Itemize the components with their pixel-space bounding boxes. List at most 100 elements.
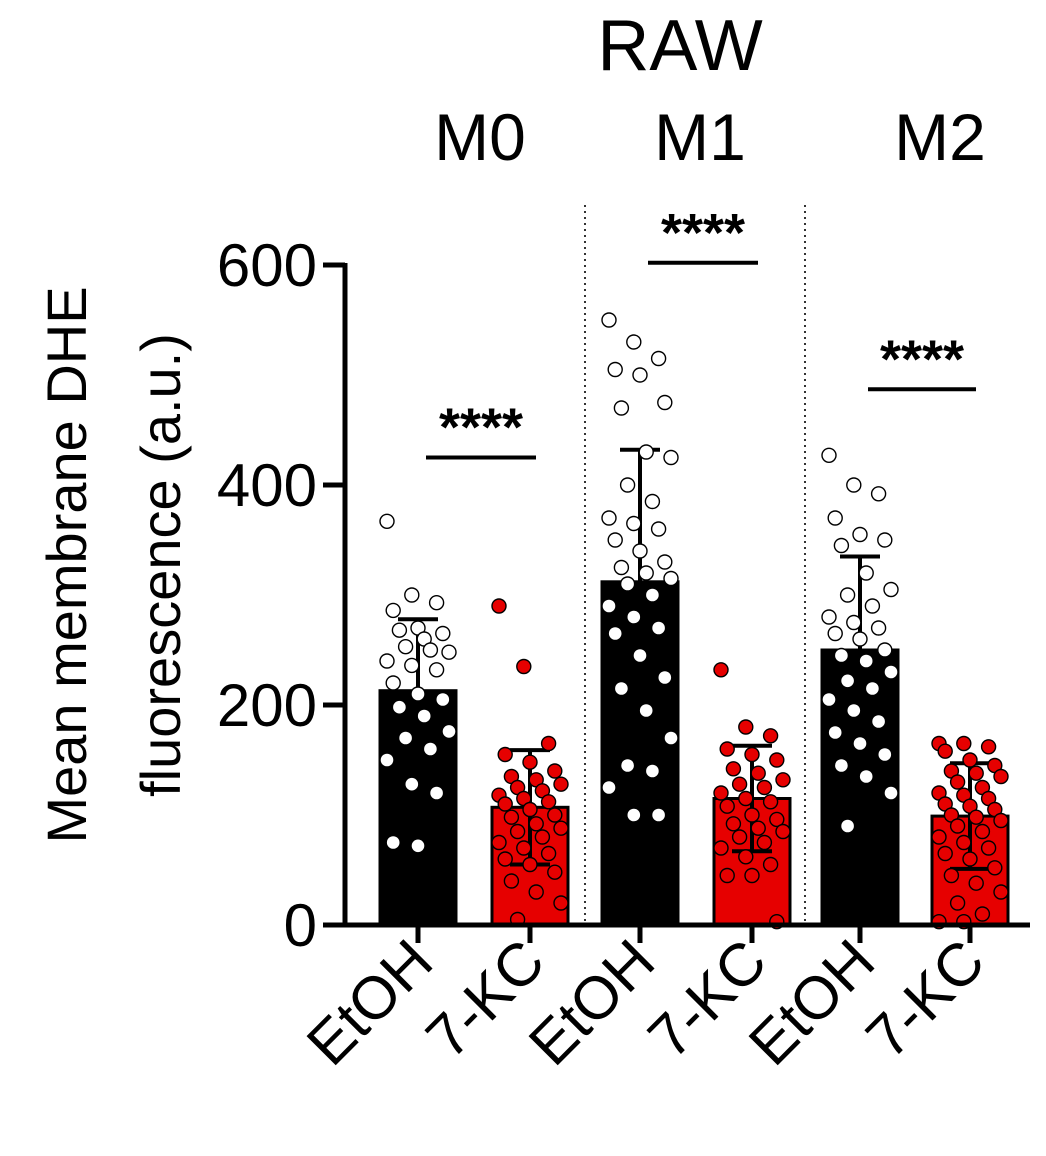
point-m2-etoh-3 bbox=[870, 486, 887, 502]
point-m2-7-kc-33 bbox=[974, 906, 991, 922]
point-m1-etoh-8 bbox=[638, 444, 654, 460]
point-m0-etoh-17 bbox=[435, 691, 451, 708]
point-m0-7-kc-2 bbox=[516, 658, 532, 675]
series-m0-etoh bbox=[378, 513, 458, 927]
point-m2-etoh-19 bbox=[858, 653, 874, 669]
point-m1-etoh-6 bbox=[657, 394, 673, 411]
point-m0-etoh-13 bbox=[404, 657, 420, 674]
point-m2-etoh-13 bbox=[846, 614, 862, 631]
point-m0-7-kc-27 bbox=[522, 856, 538, 873]
point-m0-7-kc-9 bbox=[553, 776, 569, 792]
point-m1-7-kc-24 bbox=[738, 849, 754, 865]
point-m1-etoh-16 bbox=[632, 543, 648, 559]
point-m1-etoh-22 bbox=[644, 587, 661, 603]
point-m2-etoh-28 bbox=[877, 746, 893, 763]
point-m1-etoh-29 bbox=[613, 680, 630, 697]
point-m0-etoh-3 bbox=[428, 595, 445, 611]
point-m1-etoh-19 bbox=[638, 565, 654, 581]
point-m0-7-kc-6 bbox=[547, 763, 563, 779]
point-m0-etoh-9 bbox=[441, 644, 457, 660]
point-m2-7-kc-26 bbox=[937, 845, 953, 862]
point-m1-etoh-4 bbox=[607, 361, 623, 378]
point-m2-etoh-25 bbox=[870, 713, 887, 730]
series-m1-7-kc bbox=[712, 662, 792, 930]
point-m1-etoh-32 bbox=[619, 757, 636, 774]
point-m0-7-kc-16 bbox=[522, 801, 538, 818]
point-m0-7-kc-29 bbox=[503, 873, 520, 889]
point-m0-7-kc-28 bbox=[547, 864, 563, 880]
plot-area: 0200400600EtOH7-KCEtOH7-KCEtOH7-KC******… bbox=[217, 203, 1030, 1078]
point-m1-etoh-14 bbox=[650, 521, 667, 537]
point-m1-7-kc-6 bbox=[769, 752, 785, 768]
point-m0-7-kc-31 bbox=[553, 895, 569, 911]
point-m2-etoh-12 bbox=[821, 609, 837, 625]
point-m0-etoh-27 bbox=[410, 838, 426, 854]
point-m2-etoh-22 bbox=[864, 680, 881, 697]
point-m0-7-kc-1 bbox=[491, 598, 507, 614]
series-m1-etoh bbox=[600, 312, 680, 927]
point-m0-7-kc-15 bbox=[497, 796, 513, 812]
point-m2-7-kc-3 bbox=[980, 739, 997, 755]
point-m1-etoh-18 bbox=[613, 559, 630, 576]
point-m0-etoh-20 bbox=[441, 723, 457, 740]
point-m0-etoh-6 bbox=[435, 625, 451, 642]
point-m0-etoh-2 bbox=[404, 587, 420, 603]
point-m1-7-kc-2 bbox=[738, 719, 754, 735]
point-m0-7-kc-20 bbox=[553, 820, 569, 836]
point-m2-etoh-29 bbox=[833, 757, 850, 774]
point-m1-7-kc-23 bbox=[713, 840, 729, 856]
point-m1-7-kc-25 bbox=[762, 856, 779, 873]
point-m2-etoh-21 bbox=[839, 673, 856, 689]
group-label-m2: M2 bbox=[894, 100, 986, 174]
point-m2-7-kc-28 bbox=[987, 860, 1003, 876]
point-m1-etoh-23 bbox=[601, 598, 617, 614]
y-tick-label-200: 200 bbox=[217, 672, 317, 739]
point-m1-etoh-11 bbox=[644, 493, 661, 510]
point-m1-7-kc-13 bbox=[738, 790, 754, 807]
point-m1-7-kc-22 bbox=[756, 834, 773, 851]
point-m0-7-kc-23 bbox=[491, 834, 507, 851]
point-m1-etoh-9 bbox=[663, 449, 679, 466]
point-m1-etoh-17 bbox=[657, 554, 673, 570]
point-m1-etoh-2 bbox=[626, 334, 642, 350]
point-m1-etoh-31 bbox=[663, 730, 679, 746]
point-m1-etoh-30 bbox=[638, 702, 654, 719]
group-label-m0: M0 bbox=[434, 100, 526, 174]
series-m0-7-kc bbox=[490, 598, 570, 928]
point-m2-7-kc-29 bbox=[943, 867, 960, 884]
point-m2-etoh-18 bbox=[833, 647, 850, 664]
point-m1-7-kc-21 bbox=[731, 829, 748, 845]
point-m0-7-kc-19 bbox=[528, 816, 544, 832]
point-m0-etoh-23 bbox=[379, 752, 395, 768]
y-axis-label-line-2: fluorescence (a.u.) bbox=[129, 333, 192, 797]
point-m1-etoh-27 bbox=[632, 647, 648, 664]
series-m2-7-kc bbox=[930, 735, 1010, 930]
point-m1-7-kc-19 bbox=[750, 820, 766, 836]
point-m1-etoh-28 bbox=[657, 669, 673, 686]
point-m1-7-kc-1 bbox=[713, 662, 729, 678]
point-m1-7-kc-12 bbox=[713, 785, 729, 801]
point-m0-7-kc-21 bbox=[509, 823, 526, 840]
point-m1-etoh-26 bbox=[607, 625, 623, 642]
point-m1-etoh-20 bbox=[663, 570, 679, 587]
point-m1-7-kc-17 bbox=[769, 811, 785, 828]
point-m2-etoh-8 bbox=[858, 565, 874, 581]
y-tick-label-0: 0 bbox=[284, 892, 317, 959]
point-m0-etoh-4 bbox=[385, 602, 401, 619]
point-m1-etoh-3 bbox=[650, 350, 667, 367]
point-m1-7-kc-27 bbox=[744, 867, 760, 884]
point-m2-7-kc-24 bbox=[956, 834, 972, 851]
point-m2-7-kc-27 bbox=[962, 851, 978, 867]
point-m1-etoh-13 bbox=[626, 515, 642, 532]
point-m2-7-kc-21 bbox=[949, 818, 966, 834]
point-m2-7-kc-32 bbox=[949, 895, 966, 911]
point-m2-etoh-27 bbox=[852, 735, 868, 752]
point-m0-etoh-26 bbox=[385, 834, 401, 851]
point-m2-etoh-31 bbox=[883, 785, 899, 801]
point-m1-etoh-35 bbox=[626, 807, 642, 823]
point-m2-7-kc-4 bbox=[937, 743, 953, 759]
point-m0-7-kc-5 bbox=[522, 754, 538, 770]
point-m0-etoh-25 bbox=[428, 785, 445, 801]
point-m0-7-kc-18 bbox=[503, 809, 520, 825]
